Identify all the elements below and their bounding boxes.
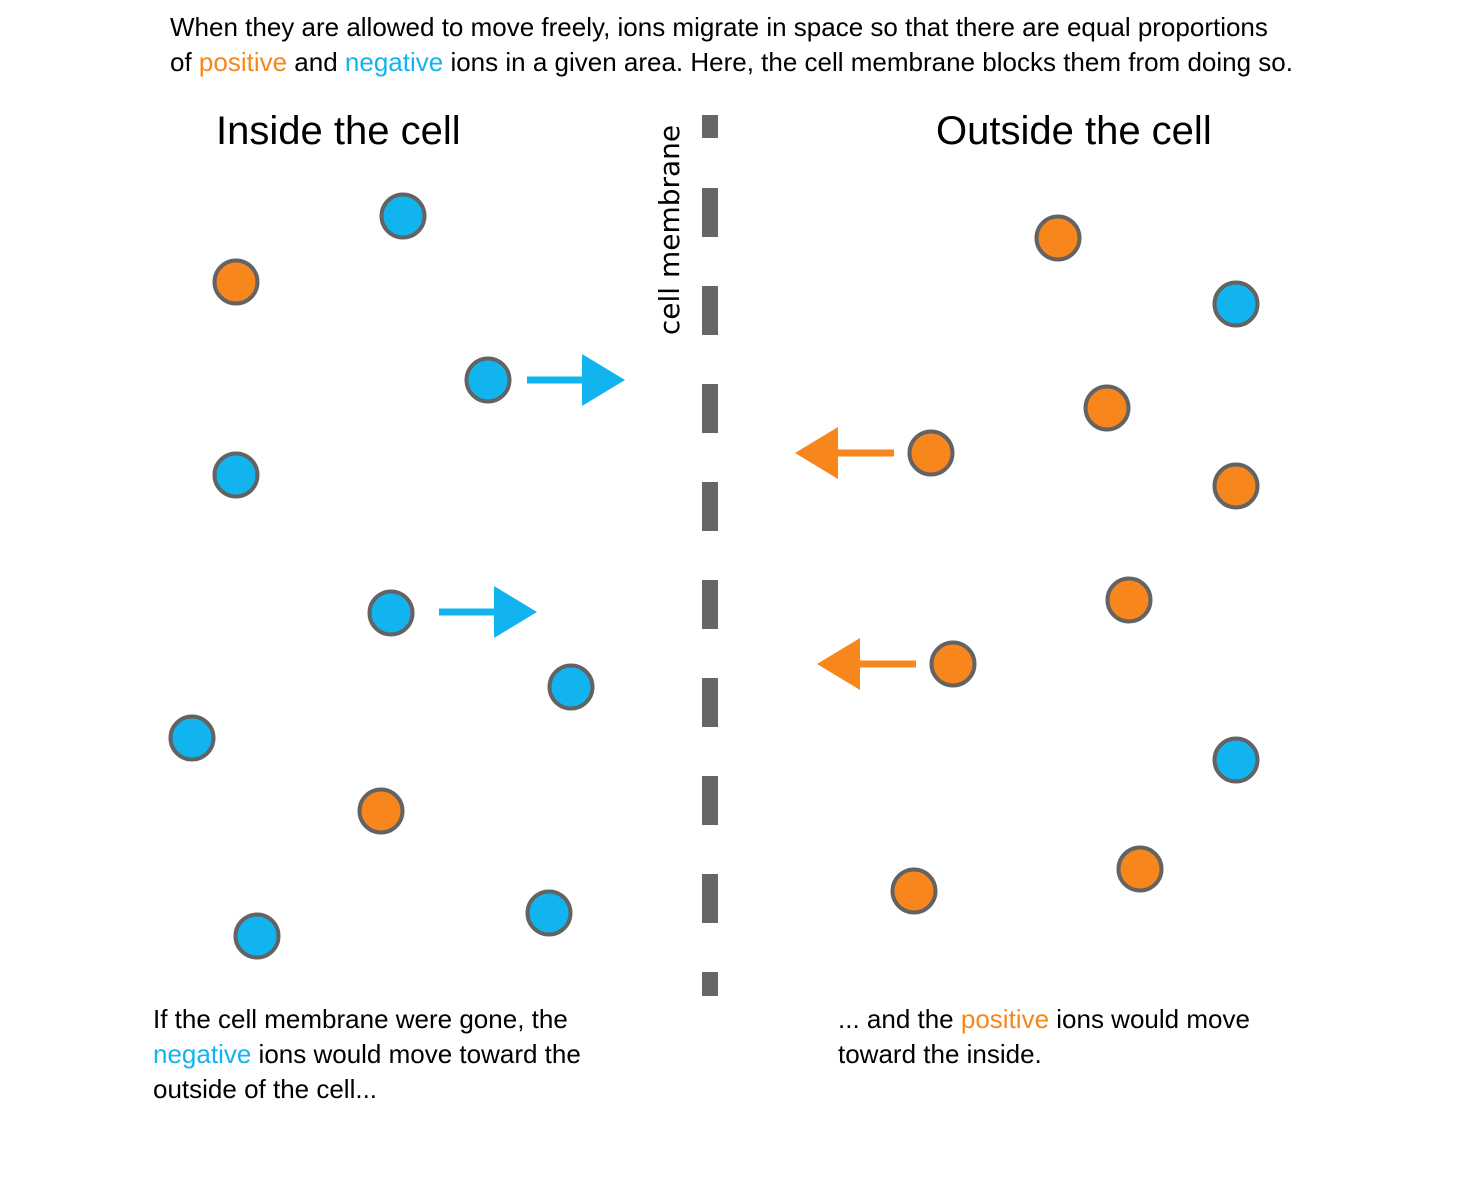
outside-negative-ion (1212, 280, 1260, 328)
outside-caption-line-2-text: toward the inside. (838, 1039, 1042, 1069)
outside-cell-heading: Outside the cell (936, 109, 1212, 153)
outside-caption-line-2: toward the inside. (838, 1037, 1250, 1072)
inside-positive-ion (212, 258, 260, 306)
cell-membrane-label: cell membrane (653, 124, 686, 336)
outside-caption-positive-word: positive (960, 1004, 1050, 1034)
inside-cell-heading: Inside the cell (216, 109, 461, 153)
membrane-dash (702, 874, 718, 923)
inside-caption-line-1-text: If the cell membrane were gone, the (153, 1004, 568, 1034)
inside-caption-line-2-text: ions would move toward the (251, 1039, 581, 1069)
membrane-dash (702, 972, 718, 996)
inside-caption-line-2: negative ions would move toward the (153, 1037, 581, 1072)
outside-positive-ion-arrow (817, 638, 916, 690)
outside-positive-ion (890, 867, 938, 915)
outside-positive-ion (1116, 845, 1164, 893)
intro-line-1: When they are allowed to move freely, io… (170, 10, 1293, 45)
inside-caption-line-1: If the cell membrane were gone, the (153, 1002, 581, 1037)
membrane-dash (702, 384, 718, 433)
intro-positive-word: positive (198, 47, 288, 77)
membrane-dash (702, 678, 718, 727)
outside-negative-ion (1212, 736, 1260, 784)
inside-negative-ion (525, 889, 573, 937)
outside-positive-ion (1034, 214, 1082, 262)
outside-positive-ion (929, 640, 977, 688)
membrane-dash (702, 580, 718, 629)
inside-negative-ion (547, 663, 595, 711)
inside-caption: If the cell membrane were gone, the nega… (153, 1002, 581, 1107)
ions (168, 192, 1260, 960)
ion-movement-arrows (439, 354, 916, 690)
membrane-dash (702, 115, 718, 138)
intro-line-2: of positive and negative ions in a given… (170, 45, 1293, 80)
intro-negative-word: negative (344, 47, 444, 77)
membrane-dash (702, 482, 718, 531)
outside-caption-line-1-end: ions would move (1049, 1004, 1250, 1034)
outside-positive-ion (1212, 462, 1260, 510)
outside-positive-ion (1105, 576, 1153, 624)
inside-caption-line-3-text: outside of the cell... (153, 1074, 378, 1104)
outside-positive-ion (1083, 384, 1131, 432)
outside-positive-ion (907, 429, 955, 477)
inside-negative-ion (464, 356, 512, 404)
inside-negative-ion-arrow (439, 586, 537, 638)
inside-caption-negative-word: negative (153, 1039, 252, 1069)
inside-negative-ion (212, 451, 260, 499)
inside-negative-ion (379, 192, 427, 240)
intro-paragraph: When they are allowed to move freely, io… (170, 10, 1293, 80)
inside-negative-ion-arrow (527, 354, 625, 406)
intro-line-2-middle: and (287, 47, 345, 77)
inside-positive-ion (357, 787, 405, 835)
outside-caption-line-1: ... and the positive ions would move (838, 1002, 1250, 1037)
inside-negative-ion (233, 912, 281, 960)
outside-positive-ion-arrow (795, 427, 894, 479)
cell-membrane (702, 115, 718, 996)
outside-caption: ... and the positive ions would move tow… (838, 1002, 1250, 1072)
outside-caption-line-1-start: ... and the (838, 1004, 961, 1034)
membrane-dash (702, 776, 718, 825)
inside-negative-ion (168, 714, 216, 762)
intro-line-1-text: When they are allowed to move freely, io… (170, 12, 1268, 42)
inside-negative-ion (367, 589, 415, 637)
membrane-dash (702, 188, 718, 237)
inside-caption-line-3: outside of the cell... (153, 1072, 581, 1107)
membrane-dash (702, 286, 718, 335)
intro-line-2-start: of (170, 47, 199, 77)
intro-line-2-end: ions in a given area. Here, the cell mem… (443, 47, 1293, 77)
